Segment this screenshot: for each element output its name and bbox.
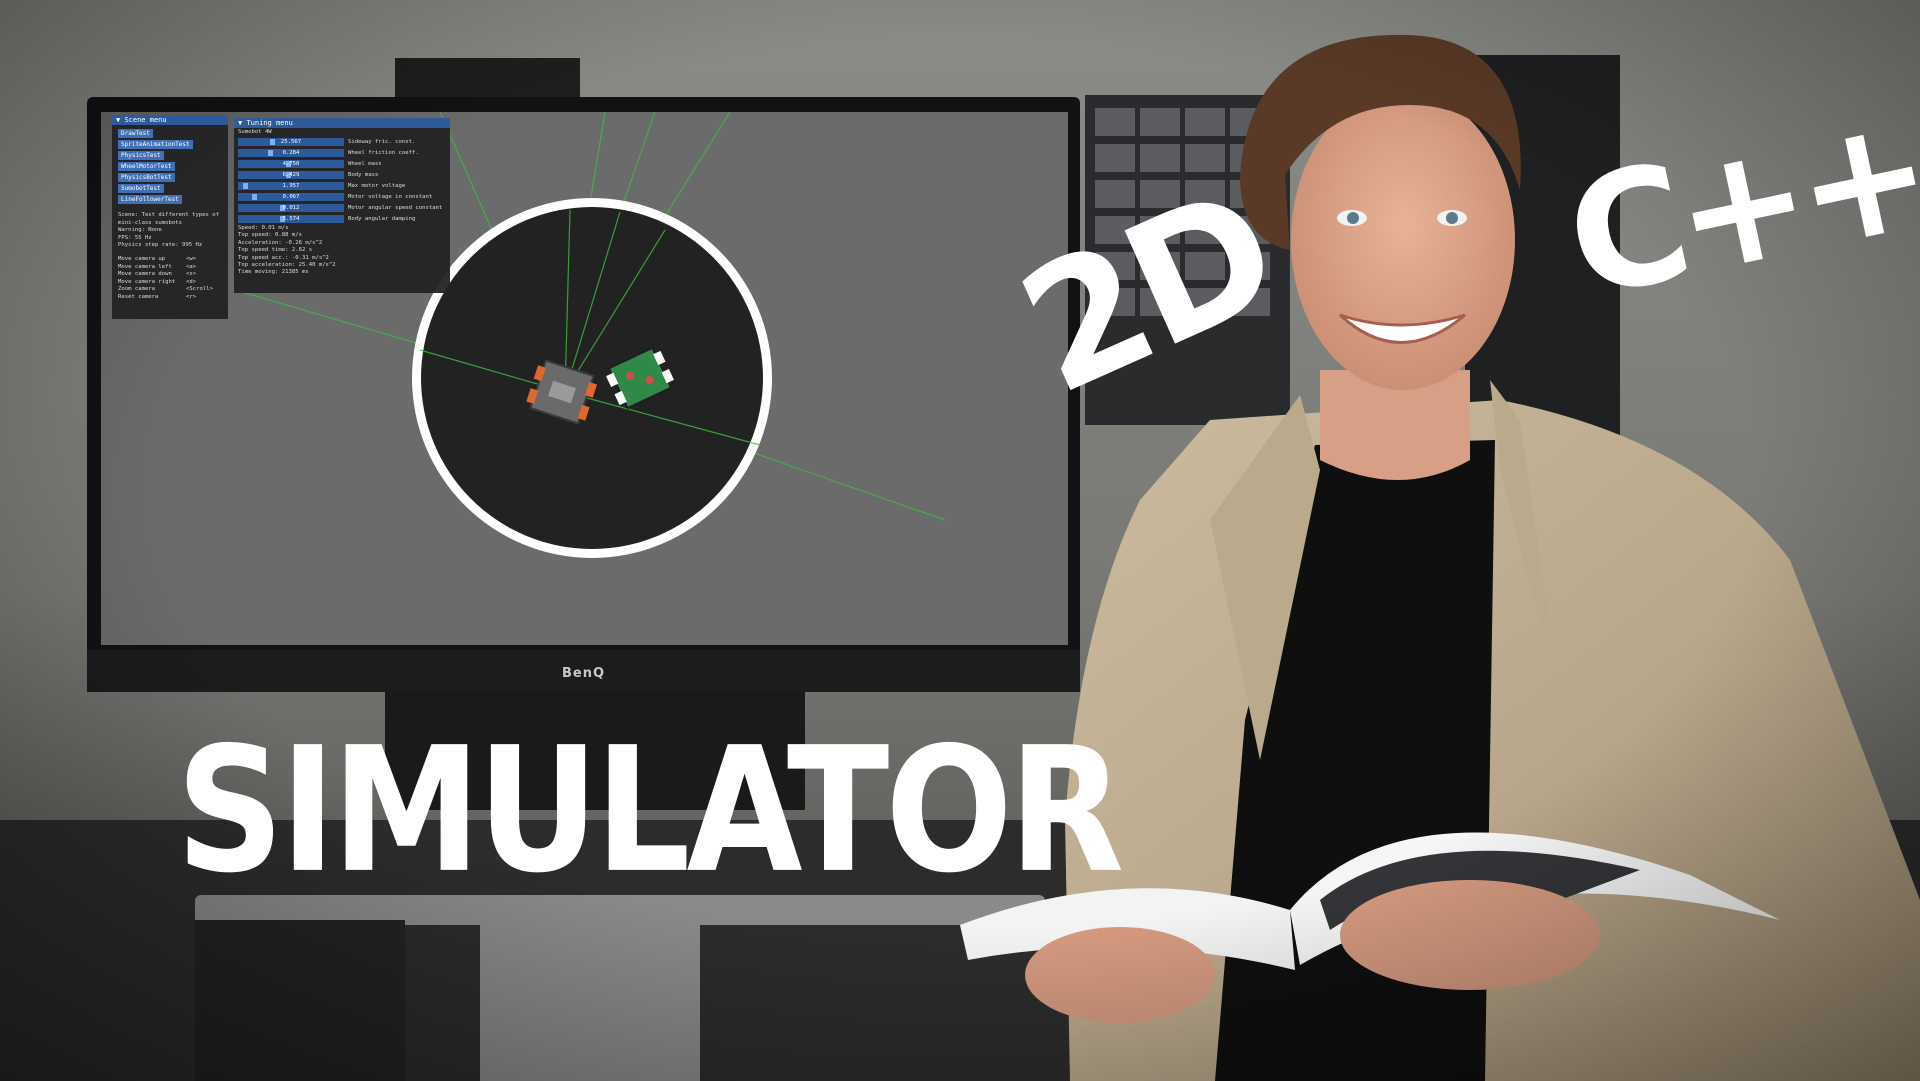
keybind-key: <r>: [186, 293, 197, 300]
tuning-menu-header[interactable]: ▼ Tuning menu: [234, 118, 450, 128]
keybind-key: <Scroll>: [186, 286, 213, 293]
slider-value: 25.567: [280, 139, 302, 145]
scene-button-wheelmotortest[interactable]: WheelMotorTest: [118, 162, 175, 171]
scene-description: Scene: Test different types of: [118, 212, 220, 218]
telemetry-stat: Top acceleration: 25.40 m/s^2: [238, 262, 336, 269]
slider-label: Max motor voltage: [348, 183, 406, 189]
slider-grab-handle[interactable]: [243, 183, 249, 189]
slider-grab-handle[interactable]: [285, 172, 291, 178]
slider-value: 4.750: [282, 161, 300, 167]
telemetry-stat: Speed: 0.01 m/s: [238, 225, 289, 231]
keybind-action: Move camera right: [118, 278, 176, 285]
keybind-row: Reset camera <r>: [118, 294, 228, 302]
scene-button-linefollowertest[interactable]: LineFollowerTest: [118, 195, 182, 204]
slider-grab-handle[interactable]: [269, 139, 275, 145]
collapse-arrow-icon[interactable]: ▼: [238, 119, 247, 127]
scene-button-sumobottest[interactable]: SumobotTest: [118, 184, 164, 193]
tuning-menu-title: Tuning menu: [246, 119, 293, 127]
tuning-slider[interactable]: 25.567: [238, 138, 344, 146]
tuning-slider[interactable]: 0.012: [238, 204, 344, 212]
scene-button-physicsbottest[interactable]: PhysicsBotTest: [118, 173, 175, 182]
stat-list: Speed: 0.01 m/s Top speed: 0.88 m/s Accele…: [234, 225, 450, 277]
keybind-action: Move camera down: [118, 271, 172, 278]
telemetry-stat: Top speed acc.: -0.31 m/s^2: [238, 254, 329, 261]
fps-readout: FPS: 55 Hz: [118, 234, 152, 241]
collapse-arrow-icon[interactable]: ▼: [116, 116, 125, 124]
telemetry-stat: Top speed time: 2.62 s: [238, 247, 313, 254]
tuning-slider[interactable]: 6.429: [238, 171, 344, 179]
tuning-slider-row: 25.567 Sideway fric. const.: [238, 137, 450, 147]
monitor-brand-logo: BenQ: [562, 666, 606, 681]
keybind-row: Move camera up <w>: [118, 256, 228, 264]
scene-menu-header[interactable]: ▼ Scene menu: [112, 115, 228, 125]
headline-simulator: SIMULATOR: [176, 711, 1124, 912]
scene-button-physicstest[interactable]: PhysicsTest: [118, 151, 164, 160]
scene-description-cont: mini-class sumobots: [118, 219, 182, 226]
slider-value: 0.284: [282, 150, 300, 156]
slider-grab-handle[interactable]: [280, 216, 286, 222]
keybind-action: Zoom camera: [118, 286, 156, 293]
tuning-slider[interactable]: 1.957: [238, 182, 344, 190]
tuning-slider-row: 5.574 Body angular damping: [238, 214, 450, 224]
keybind-action: Move camera up: [118, 255, 166, 262]
tuning-slider-row: 1.957 Max motor voltage: [238, 181, 450, 191]
scene-button-spriteanimationtest[interactable]: SpriteAnimationTest: [118, 140, 193, 149]
slider-label: Wheel friction coeff.: [348, 150, 419, 156]
slider-label: Sideway fric. const.: [348, 139, 416, 145]
keybind-action: Reset camera: [118, 293, 159, 300]
tuning-slider-row: 0.284 Wheel friction coeff.: [238, 148, 450, 158]
tuning-slider[interactable]: 0.067: [238, 193, 344, 201]
telemetry-stat: Acceleration: -0.26 m/s^2: [238, 239, 323, 246]
tuning-slider-row: 6.429 Body mass: [238, 170, 450, 180]
slider-value: 5.574: [282, 216, 300, 222]
telemetry-stat: Time moving: 21385 ms: [238, 269, 309, 276]
slider-grab-handle[interactable]: [267, 150, 273, 156]
physics-step-rate: Physics step rate: 995 Hz: [118, 242, 203, 249]
slider-label: Motor angular speed constant: [348, 205, 443, 211]
telemetry-stat: Top speed: 0.88 m/s: [238, 232, 302, 239]
slider-value: 6.429: [282, 172, 300, 178]
keybind-key: <w>: [186, 255, 197, 262]
tuning-slider-row: 4.750 Wheel mass: [238, 159, 450, 169]
slider-value: 0.012: [282, 205, 300, 211]
keybind-row: Move camera right <d>: [118, 279, 228, 287]
slider-grab-handle[interactable]: [280, 205, 286, 211]
scene-menu-panel: ▼ Scene menu DrawTest SpriteAnimationTes…: [112, 115, 228, 319]
warning-status: Warning: None: [118, 227, 162, 234]
tuning-slider[interactable]: 0.284: [238, 149, 344, 157]
scene-button-drawtest[interactable]: DrawTest: [118, 129, 153, 138]
slider-grab-handle[interactable]: [251, 194, 257, 200]
keybind-key: <d>: [186, 278, 197, 285]
keybind-action: Move camera left: [118, 263, 172, 270]
tuning-slider-row: 0.012 Motor angular speed constant: [238, 203, 450, 213]
robot-name: Sumobot 4W: [238, 129, 272, 135]
keybind-key: <a>: [186, 263, 197, 270]
tuning-slider[interactable]: 4.750: [238, 160, 344, 168]
keybind-row: Move camera left <a>: [118, 264, 228, 272]
slider-list: 25.567 Sideway fric. const. 0.284 Wheel fri…: [234, 137, 450, 224]
keybind-row: Zoom camera <Scroll>: [118, 286, 228, 294]
slider-label: Body mass: [348, 172, 379, 178]
keybind-key: <s>: [186, 271, 197, 278]
slider-label: Body angular damping: [348, 216, 416, 222]
slider-value: 0.067: [282, 194, 300, 200]
slider-grab-handle[interactable]: [285, 161, 291, 167]
keybind-row: Move camera down <s>: [118, 271, 228, 279]
slider-value: 1.957: [282, 183, 300, 189]
scene-menu-title: Scene menu: [124, 116, 167, 124]
tuning-menu-panel: ▼ Tuning menu Sumobot 4W 25.567 Sideway f…: [234, 118, 450, 293]
slider-label: Motor voltage in constant: [348, 194, 433, 200]
slider-label: Wheel mass: [348, 161, 382, 167]
tuning-slider-row: 0.067 Motor voltage in constant: [238, 192, 450, 202]
tuning-slider[interactable]: 5.574: [238, 215, 344, 223]
